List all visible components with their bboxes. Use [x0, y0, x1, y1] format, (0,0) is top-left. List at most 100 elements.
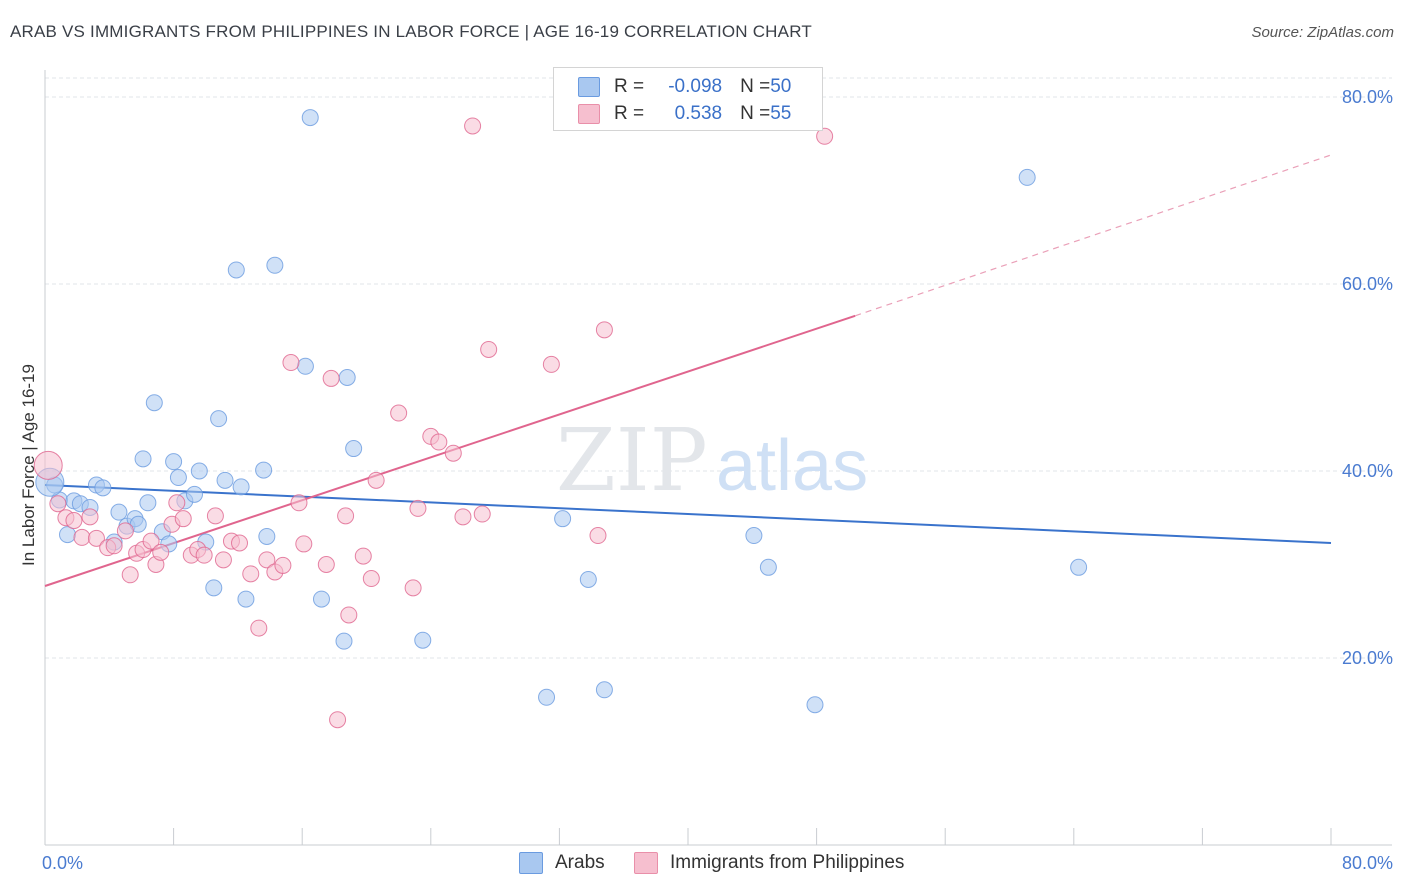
legend-row-arabs: R = -0.098 N = 50 [578, 75, 791, 99]
point-philippines [329, 711, 347, 729]
point-arabs [345, 440, 363, 458]
legend-n-value: 55 [770, 103, 792, 124]
legend-r-label: R = [614, 103, 645, 124]
legend-r-label: R = [614, 76, 645, 97]
point-philippines [337, 507, 355, 525]
point-arabs [745, 527, 763, 545]
legend-n-label: N = [740, 76, 771, 97]
watermark-atlas: atlas [716, 426, 868, 506]
point-arabs [1018, 168, 1036, 186]
point-philippines [480, 340, 498, 358]
point-arabs [759, 558, 777, 576]
point-arabs [255, 461, 273, 479]
point-arabs [414, 631, 432, 649]
point-arabs [237, 590, 255, 608]
point-arabs [145, 394, 163, 412]
legend-label-arabs: Arabs [555, 852, 605, 873]
point-arabs [210, 410, 228, 428]
y-tick-label: 60.0% [1342, 274, 1393, 294]
point-philippines [206, 507, 224, 525]
point-philippines [73, 528, 91, 546]
y-tick-label: 80.0% [1342, 87, 1393, 107]
legend-swatch-arabs [519, 852, 543, 874]
point-philippines [317, 556, 335, 573]
legend-swatch-philippines [578, 104, 600, 124]
point-arabs [190, 462, 208, 480]
series-legend: Arabs Immigrants from Philippines [0, 852, 1406, 878]
point-philippines [258, 551, 276, 569]
point-philippines [274, 556, 292, 574]
point-philippines [87, 529, 105, 547]
point-arabs [94, 479, 112, 497]
legend-n-label: N = [740, 103, 771, 124]
point-philippines [430, 433, 448, 451]
point-philippines [295, 535, 313, 553]
trendline-philippines-extension [854, 154, 1332, 317]
point-philippines [595, 321, 613, 339]
point-philippines [142, 532, 160, 550]
trend-lines [44, 154, 1332, 587]
point-arabs [134, 450, 152, 468]
point-arabs [579, 570, 597, 588]
point-arabs [1070, 558, 1088, 576]
point-arabs [338, 369, 356, 386]
y-tick-label: 20.0% [1342, 648, 1393, 668]
point-philippines [33, 450, 63, 480]
point-philippines [589, 527, 607, 545]
point-philippines [290, 494, 308, 512]
point-arabs [595, 681, 613, 699]
point-arabs [232, 478, 250, 496]
point-arabs [185, 485, 203, 503]
legend-swatch-philippines [634, 852, 658, 874]
point-philippines [49, 495, 67, 513]
point-arabs [216, 471, 234, 489]
point-philippines [231, 534, 249, 552]
x-tick-label: 0.0% [42, 853, 83, 873]
point-philippines [354, 547, 372, 565]
point-philippines [473, 505, 491, 523]
chart-title: ARAB VS IMMIGRANTS FROM PHILIPPINES IN L… [10, 22, 812, 41]
point-philippines [152, 543, 170, 561]
point-arabs [258, 527, 276, 545]
source-label: Source: ZipAtlas.com [1251, 24, 1394, 41]
correlation-legend: R = -0.098 N = 50 R = 0.538 N = 55 [553, 67, 823, 131]
point-arabs [266, 256, 284, 274]
point-philippines [409, 499, 427, 517]
point-philippines [65, 512, 83, 530]
legend-item-philippines: Immigrants from Philippines [634, 852, 904, 874]
point-arabs [139, 494, 157, 512]
point-arabs [301, 109, 319, 127]
point-philippines [116, 522, 134, 540]
point-philippines [367, 471, 385, 489]
point-philippines [250, 619, 268, 637]
point-philippines [816, 127, 834, 145]
point-philippines [362, 570, 380, 588]
point-philippines [81, 508, 99, 526]
point-philippines [174, 510, 192, 528]
point-arabs [165, 453, 183, 471]
point-arabs [110, 503, 128, 521]
legend-row-philippines: R = 0.538 N = 55 [578, 102, 791, 126]
point-philippines [242, 565, 260, 583]
legend-swatch-arabs [578, 77, 600, 97]
point-philippines [322, 369, 340, 387]
point-philippines [121, 566, 139, 584]
trendline-arabs [44, 484, 1332, 544]
point-arabs [296, 357, 314, 375]
point-philippines [404, 579, 422, 597]
x-tick-label: 80.0% [1342, 853, 1393, 873]
point-arabs [227, 261, 245, 279]
point-arabs [335, 632, 353, 650]
data-points [33, 109, 1088, 729]
point-arabs [312, 590, 330, 608]
point-philippines [542, 355, 560, 373]
point-arabs [205, 579, 223, 597]
point-arabs [538, 688, 556, 706]
y-axis-label: In Labor Force | Age 16-19 [19, 364, 38, 566]
legend-label-philippines: Immigrants from Philippines [670, 852, 905, 873]
point-philippines [464, 117, 482, 135]
point-philippines [444, 444, 462, 462]
point-philippines [195, 546, 213, 564]
tick-labels: 20.0% 40.0% 60.0% 80.0% 0.0% 80.0% [42, 87, 1393, 873]
